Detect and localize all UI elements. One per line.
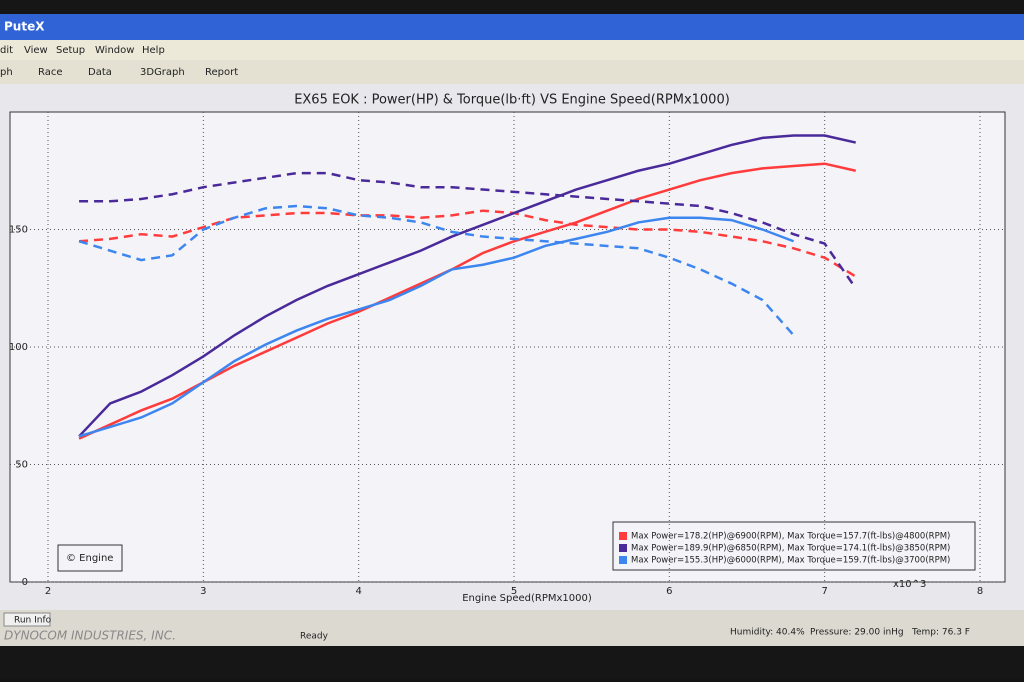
x-tick-label: 4 (355, 586, 361, 597)
brand: DYNOCOM INDUSTRIES, INC. (4, 629, 176, 643)
tab[interactable] (3, 612, 51, 627)
torque-line (79, 171, 857, 289)
x-multiplier: x10^3 (893, 579, 926, 590)
toolbar-button[interactable]: ph (0, 67, 13, 78)
legend-label: Max Power=155.3(HP)@6000(RPM), Max Torqu… (631, 556, 950, 566)
chart-title: EX65 EOK : Power(HP) & Torque(lb·ft) VS … (294, 93, 730, 108)
x-tick-label: 8 (977, 586, 983, 597)
legend-swatch (619, 556, 627, 564)
x-tick-label: 5 (511, 586, 517, 597)
toolbar-button[interactable]: Report (205, 67, 238, 78)
watermark: © Engine (66, 553, 113, 564)
power-line (78, 216, 795, 438)
temperature: Temp: 76.3 F (911, 628, 970, 638)
status-bar (0, 610, 1024, 646)
tab-label[interactable]: Run Info (14, 616, 52, 626)
legend-label: Max Power=178.2(HP)@6900(RPM), Max Torqu… (631, 532, 950, 542)
menu-item[interactable]: dit (0, 45, 13, 56)
x-tick-label: 7 (821, 586, 827, 597)
legend-swatch (619, 544, 627, 552)
watermark-box (57, 544, 123, 572)
menu-item[interactable]: Setup (56, 45, 85, 56)
window-title: PuteX (4, 20, 45, 34)
menu-item[interactable]: Window (95, 45, 134, 56)
menu-item[interactable]: Help (142, 45, 165, 56)
x-tick-label: 6 (666, 586, 672, 597)
status-text: Ready (300, 632, 329, 642)
pressure: Pressure: 29.00 inHg (810, 628, 904, 638)
legend-label: Max Power=189.9(HP)@6850(RPM), Max Torqu… (631, 544, 950, 554)
torque-line (78, 209, 857, 278)
y-tick-label: 0 (22, 577, 28, 588)
menu-item[interactable]: View (24, 45, 48, 56)
y-tick-label: 50 (15, 460, 28, 471)
title-bar (0, 14, 1024, 40)
humidity: Humidity: 40.4% (730, 628, 805, 638)
power-line (78, 134, 857, 438)
torque-line (78, 204, 795, 337)
plot-area (9, 111, 1006, 583)
x-axis-label: Engine Speed(RPMx1000) (462, 593, 592, 604)
toolbar-button[interactable]: Data (88, 67, 112, 78)
toolbar-button[interactable]: 3DGraph (140, 67, 185, 78)
legend (612, 521, 976, 571)
x-tick-label: 2 (45, 586, 51, 597)
legend-swatch (619, 532, 627, 540)
toolbar (0, 60, 1024, 84)
x-tick-label: 3 (200, 586, 206, 597)
menu-bar (0, 40, 1024, 60)
toolbar-button[interactable]: Race (38, 67, 63, 78)
